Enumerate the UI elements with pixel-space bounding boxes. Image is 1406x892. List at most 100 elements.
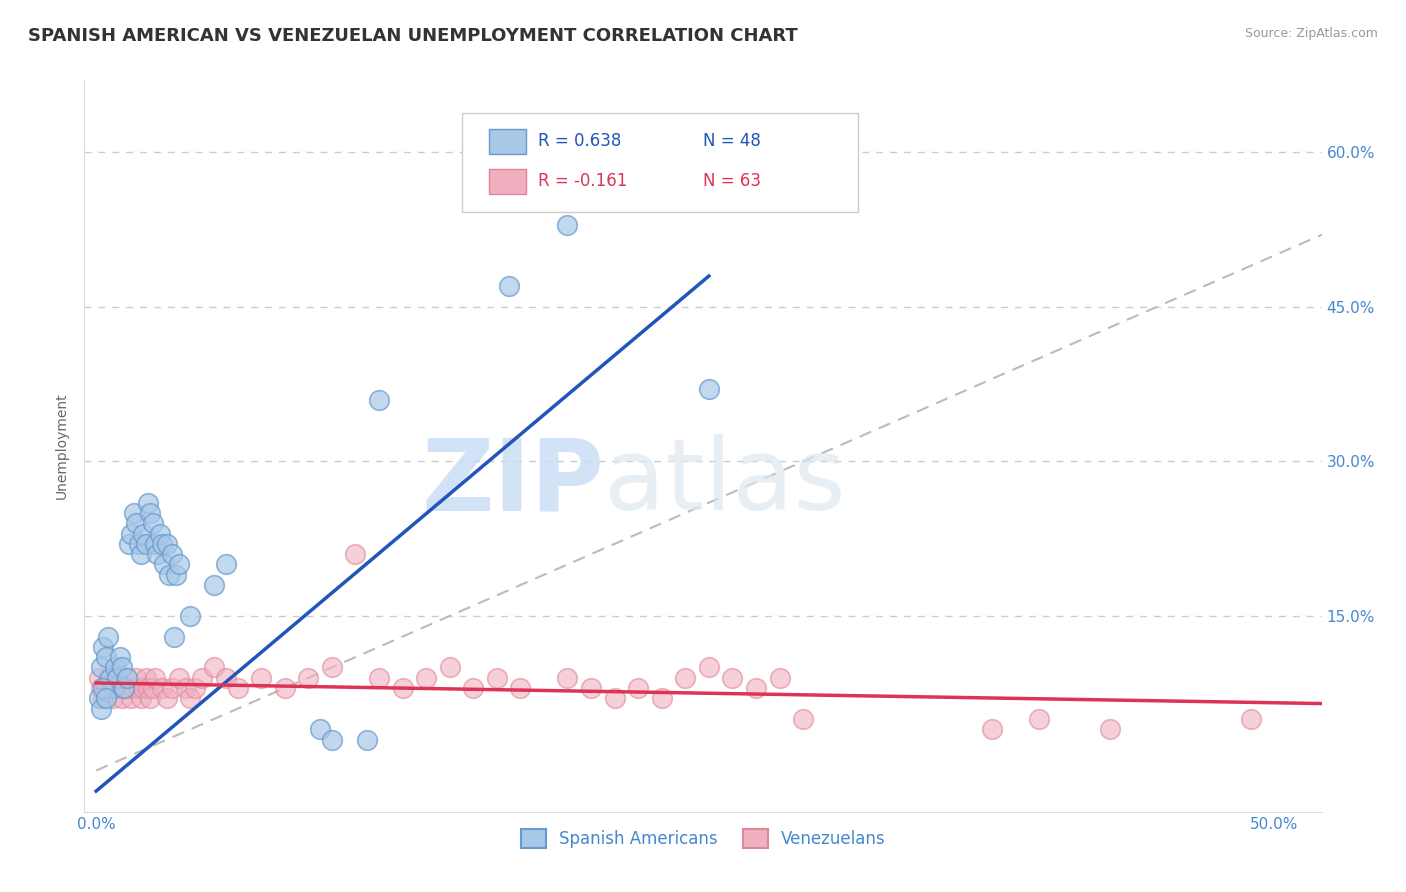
Point: [108, 650, 131, 665]
Point: [160, 547, 183, 561]
Point: [122, 506, 145, 520]
Point: [485, 671, 508, 685]
Point: [149, 526, 172, 541]
Y-axis label: Unemployment: Unemployment: [55, 392, 69, 500]
Point: [105, 671, 128, 685]
Point: [391, 681, 413, 695]
Point: [368, 392, 391, 407]
Point: [156, 537, 179, 551]
Point: [202, 660, 225, 674]
Point: [111, 660, 134, 674]
Point: [91, 681, 114, 695]
Point: [273, 681, 295, 695]
Point: [226, 681, 249, 695]
Point: [125, 516, 148, 531]
Point: [697, 382, 720, 396]
FancyBboxPatch shape: [461, 113, 858, 212]
Point: [112, 681, 135, 695]
Point: [118, 537, 141, 551]
Point: [156, 691, 179, 706]
Point: [415, 671, 437, 685]
Point: [115, 671, 138, 685]
Point: [112, 681, 135, 695]
Point: [792, 712, 814, 726]
Point: [125, 671, 148, 685]
Text: Source: ZipAtlas.com: Source: ZipAtlas.com: [1244, 27, 1378, 40]
Point: [150, 681, 173, 695]
Point: [129, 691, 152, 706]
Point: [697, 660, 720, 674]
Point: [980, 723, 1002, 737]
Point: [121, 526, 143, 541]
Point: [87, 671, 110, 685]
Point: [627, 681, 650, 695]
FancyBboxPatch shape: [489, 128, 526, 154]
Point: [90, 660, 112, 674]
Point: [101, 681, 124, 695]
Point: [91, 640, 114, 654]
Point: [101, 691, 124, 706]
Point: [160, 681, 183, 695]
Point: [104, 660, 127, 674]
Point: [768, 671, 790, 685]
Point: [157, 567, 180, 582]
Point: [174, 681, 197, 695]
Point: [90, 681, 112, 695]
Point: [97, 630, 120, 644]
Point: [498, 279, 520, 293]
Point: [94, 681, 117, 695]
Text: N = 63: N = 63: [703, 172, 761, 190]
Point: [115, 671, 138, 685]
Point: [344, 547, 367, 561]
Point: [132, 526, 155, 541]
Point: [97, 671, 120, 685]
Point: [179, 691, 201, 706]
Point: [150, 537, 173, 551]
Point: [98, 671, 121, 685]
Point: [94, 650, 117, 665]
Point: [184, 681, 207, 695]
Point: [439, 660, 461, 674]
Point: [98, 681, 121, 695]
Text: SPANISH AMERICAN VS VENEZUELAN UNEMPLOYMENT CORRELATION CHART: SPANISH AMERICAN VS VENEZUELAN UNEMPLOYM…: [28, 27, 797, 45]
Point: [356, 732, 378, 747]
Point: [745, 681, 768, 695]
Point: [603, 691, 626, 706]
Point: [142, 516, 165, 531]
Point: [142, 681, 165, 695]
Point: [215, 671, 238, 685]
Point: [136, 496, 159, 510]
Point: [321, 660, 343, 674]
Point: [87, 691, 110, 706]
Point: [557, 671, 579, 685]
Point: [297, 671, 319, 685]
Point: [146, 547, 169, 561]
Point: [1098, 723, 1121, 737]
Point: [128, 537, 150, 551]
Point: [122, 681, 145, 695]
Point: [179, 609, 201, 624]
Point: [135, 537, 157, 551]
Point: [250, 671, 273, 685]
Point: [165, 567, 187, 582]
Text: N = 48: N = 48: [703, 132, 761, 150]
Text: R = 0.638: R = 0.638: [538, 132, 621, 150]
Point: [129, 547, 152, 561]
Point: [105, 671, 128, 685]
Point: [108, 681, 131, 695]
Point: [167, 671, 190, 685]
Point: [139, 691, 162, 706]
Point: [128, 681, 150, 695]
Point: [136, 681, 159, 695]
Text: R = -0.161: R = -0.161: [538, 172, 628, 190]
Point: [143, 537, 166, 551]
Point: [368, 671, 391, 685]
Point: [132, 681, 155, 695]
Point: [143, 671, 166, 685]
Point: [579, 681, 602, 695]
Point: [509, 681, 531, 695]
Point: [1240, 712, 1263, 726]
Point: [135, 671, 157, 685]
Point: [91, 691, 114, 706]
Point: [111, 691, 134, 706]
